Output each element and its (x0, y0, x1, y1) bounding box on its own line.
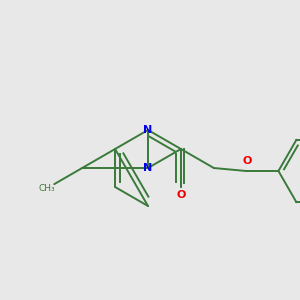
Text: N: N (143, 125, 153, 135)
Text: O: O (242, 156, 252, 166)
Text: N: N (143, 163, 153, 173)
Text: O: O (176, 190, 186, 200)
Text: CH₃: CH₃ (39, 184, 56, 193)
